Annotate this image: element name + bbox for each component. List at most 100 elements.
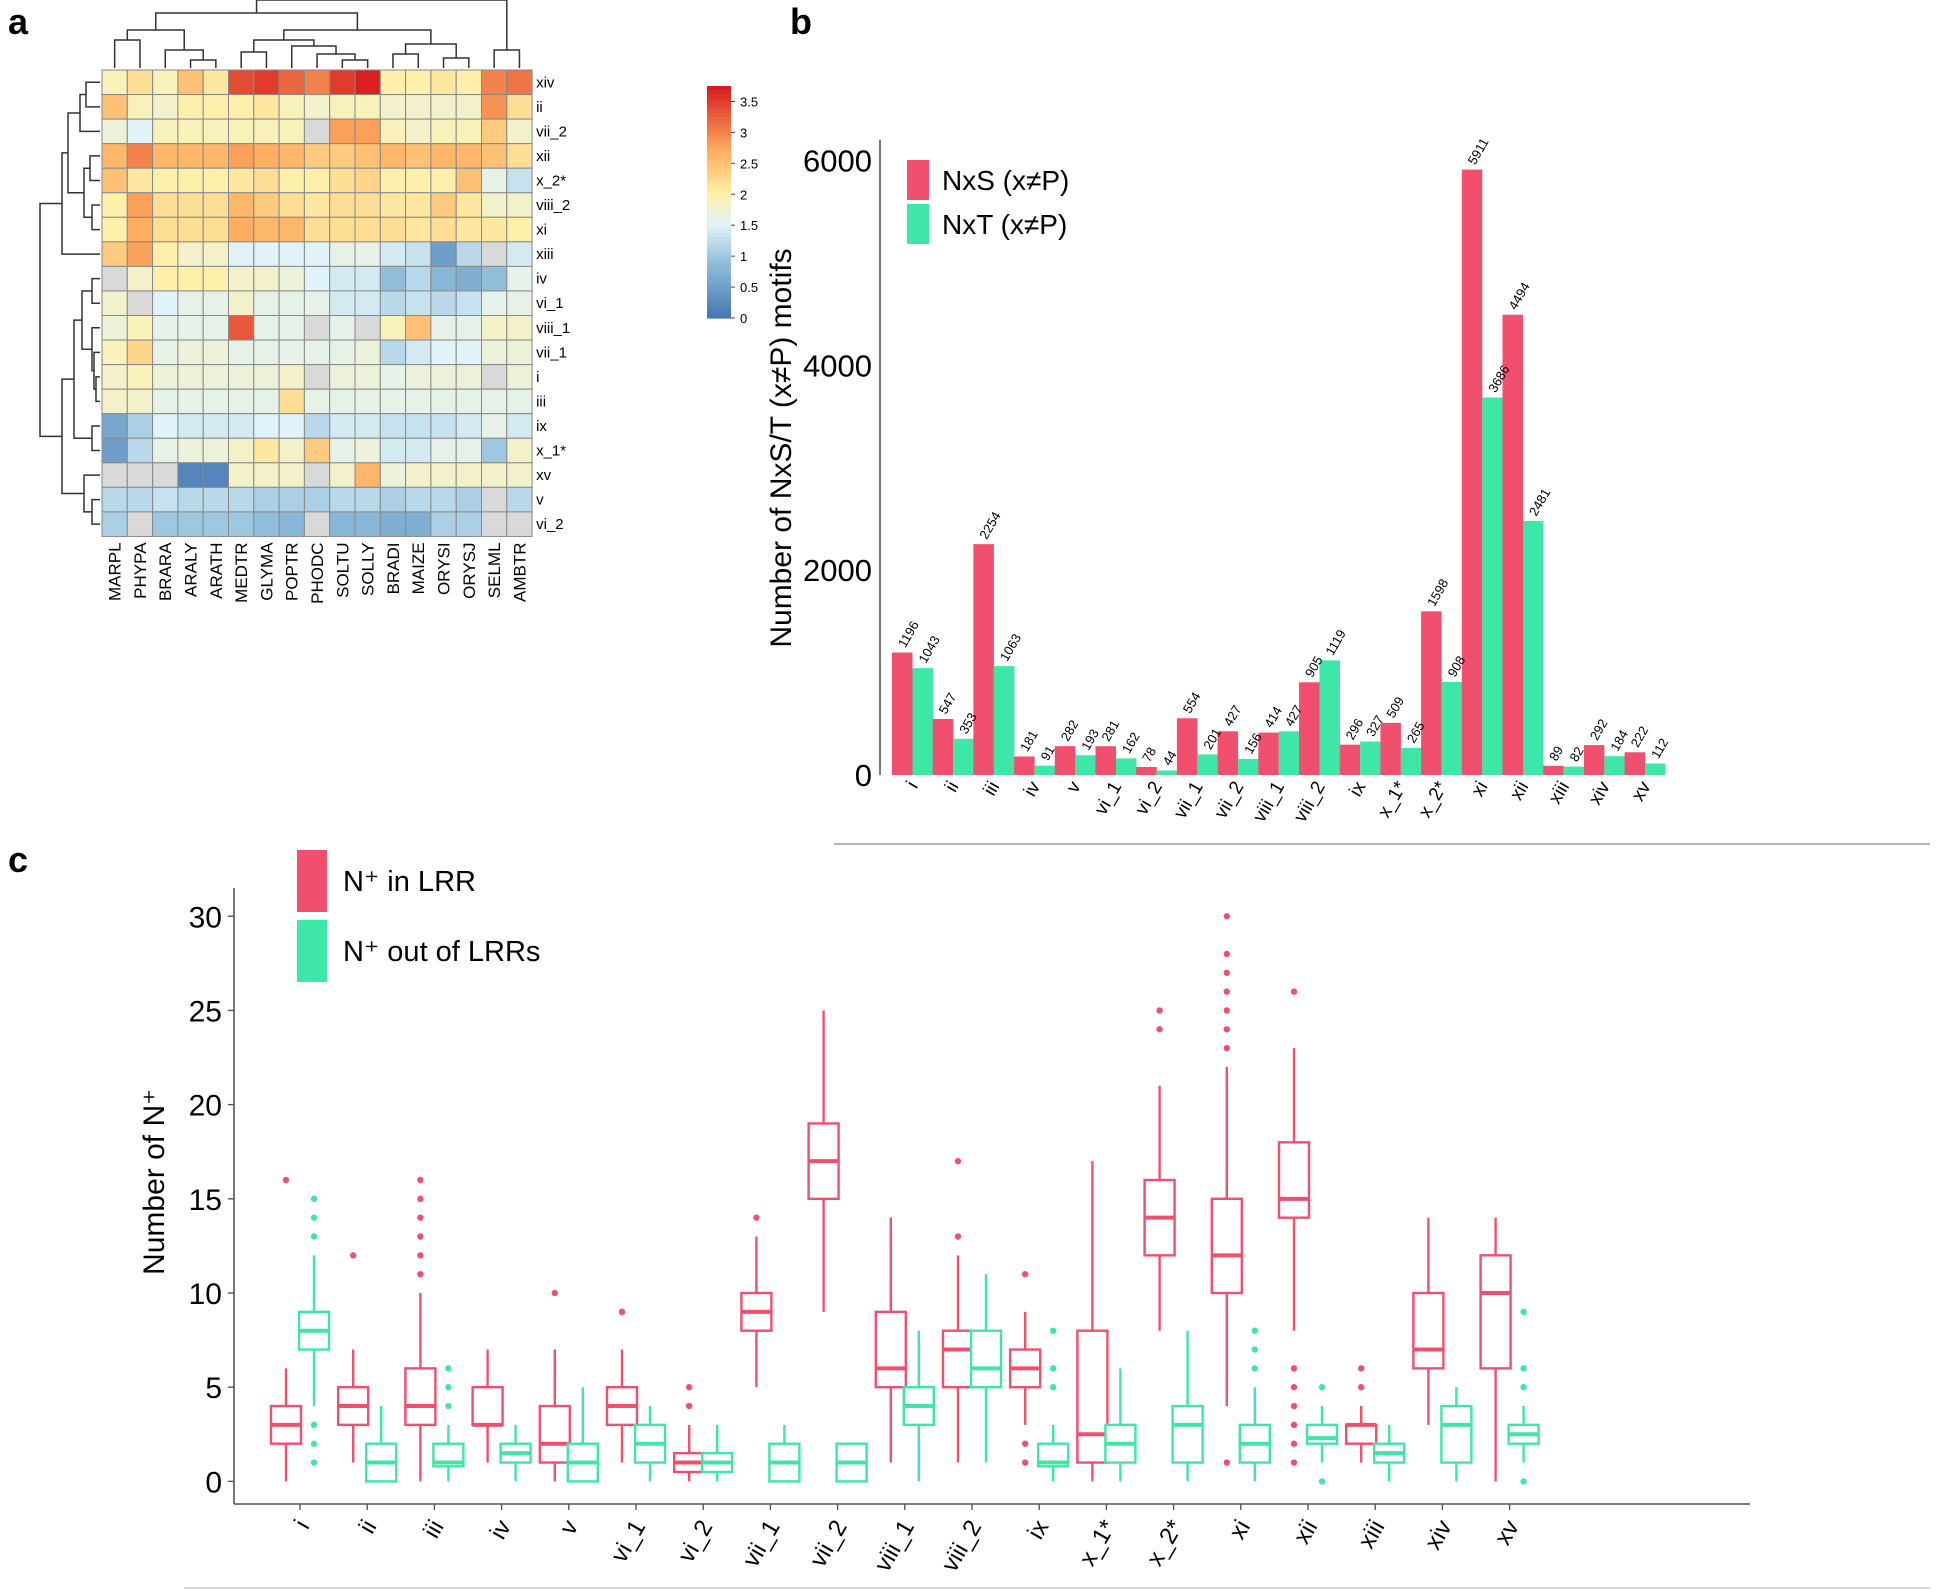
x-tick-label: ii: [941, 778, 963, 796]
bar-value-label: 282: [1058, 717, 1082, 743]
heatmap-row-label: vi_2: [536, 516, 564, 533]
heatmap-cell: [405, 216, 432, 243]
heatmap-cell: [481, 69, 508, 96]
heatmap-cell: [152, 241, 179, 267]
heatmap-cell: [126, 486, 154, 513]
heatmap-cell: [228, 265, 255, 292]
box-outlier-point: [1251, 1365, 1259, 1372]
panel-b-bar-chart: b 0 2000 4000 6000 Number of NxS/T (x≠P) mot…: [765, 1, 1930, 845]
heatmap-cell: [354, 118, 381, 145]
box-outlier-point: [310, 1214, 318, 1221]
box-outlier-point: [686, 1384, 693, 1391]
heatmap-cell: [126, 118, 154, 145]
heatmap-cell: [253, 486, 280, 513]
heatmap-cell: [455, 388, 483, 415]
heatmap-cell: [278, 290, 305, 317]
heatmap-cell: [354, 94, 381, 120]
colorbar-segment: [707, 159, 731, 164]
heatmap-cell: [253, 143, 280, 169]
colorbar-segment: [707, 116, 731, 122]
heatmap-cell: [405, 143, 432, 169]
dendrogram-branch: [155, 12, 359, 30]
dendrogram-branch: [341, 59, 369, 68]
heatmap-cell: [481, 413, 508, 439]
heatmap-cell: [101, 192, 128, 218]
dendrogram-branch: [39, 202, 62, 438]
heatmap-column-label: MARPL: [106, 542, 125, 601]
heatmap-cell: [278, 216, 305, 243]
heatmap-cell: [455, 167, 483, 194]
colorbar-segment: [707, 105, 731, 110]
heatmap-cell: [303, 486, 331, 513]
x-tick-label: xi: [1468, 778, 1493, 800]
heatmap-cell: [101, 290, 128, 317]
bar-nxt: [1278, 731, 1300, 775]
heatmap-cell: [455, 511, 483, 537]
heatmap-row-label: xi: [536, 222, 547, 239]
heatmap-cell: [202, 216, 229, 243]
colorbar-segment: [707, 128, 731, 133]
colorbar-tick-label: 0: [740, 311, 747, 326]
x-tick-label: iii: [418, 1516, 449, 1543]
heatmap-cell: [379, 94, 407, 120]
heatmap-cell: [354, 241, 381, 267]
bar-nxs: [1136, 767, 1157, 775]
colorbar-segment: [707, 267, 731, 273]
box-outlier-point: [310, 1195, 318, 1203]
colorbar-segment: [707, 263, 731, 269]
heatmap-cell: [379, 511, 407, 537]
box-outlier-point: [445, 1365, 452, 1372]
dendrogram-branch: [392, 53, 419, 68]
heatmap-cell: [152, 143, 179, 169]
panel-letter-b: b: [790, 1, 812, 42]
colorbar-tick-label: 2.5: [740, 156, 758, 171]
colorbar-segment: [707, 89, 731, 95]
heatmap-column-label: PHYPA: [131, 542, 150, 599]
bar-nxt: [1319, 660, 1340, 775]
heatmap-cell: [481, 290, 508, 317]
colorbar-segment: [707, 198, 731, 203]
box-outlier-point: [1290, 1384, 1298, 1391]
box-outlier-point: [1290, 1402, 1298, 1410]
heatmap-cell: [152, 167, 179, 194]
y-tick-label: 15: [189, 1184, 222, 1217]
heatmap-cell: [278, 364, 305, 390]
box-plot-boxes: [269, 913, 1540, 1485]
heatmap-cell: [506, 511, 533, 537]
heatmap-column-label: ORYSI: [435, 542, 454, 595]
bar-value-label: 89: [1546, 743, 1566, 763]
heatmap-cell: [228, 364, 255, 390]
heatmap-cell: [329, 216, 356, 243]
heatmap-cell: [481, 192, 508, 218]
heatmap-cell: [405, 388, 432, 415]
x-tick-label: xii: [1506, 778, 1533, 804]
heatmap-cell: [455, 118, 483, 145]
heatmap-cell: [506, 143, 533, 169]
heatmap-row-label: viii_1: [536, 320, 570, 337]
x-tick-label: vi_2: [1131, 778, 1167, 819]
dendrogram-branch: [79, 93, 100, 133]
box-outlier-point: [417, 1195, 424, 1203]
heatmap-cell: [278, 339, 305, 366]
heatmap-cell: [303, 388, 331, 415]
heatmap-cell: [430, 462, 457, 488]
heatmap-cell: [177, 339, 204, 366]
heatmap-cell: [152, 339, 179, 366]
heatmap-cell: [405, 413, 432, 439]
heatmap-cell: [228, 437, 255, 464]
heatmap-cell: [405, 265, 432, 292]
x-tick-label: x_2*: [1141, 1516, 1188, 1571]
heatmap-cell: [455, 216, 483, 243]
colorbar-segment: [707, 151, 731, 157]
heatmap-cell: [278, 486, 305, 513]
heatmap-cell: [228, 94, 255, 120]
dendrogram-branch: [316, 53, 356, 68]
heatmap-cell: [228, 511, 255, 537]
colorbar-segment: [707, 213, 731, 219]
heatmap-cell: [152, 388, 179, 415]
x-tick-label: x_1*: [1074, 1516, 1121, 1571]
box-iqr: [1210, 1197, 1244, 1295]
heatmap-row-label: xiii: [536, 246, 554, 263]
heatmap-row-label: ii: [536, 99, 543, 116]
heatmap-cell: [506, 413, 533, 439]
